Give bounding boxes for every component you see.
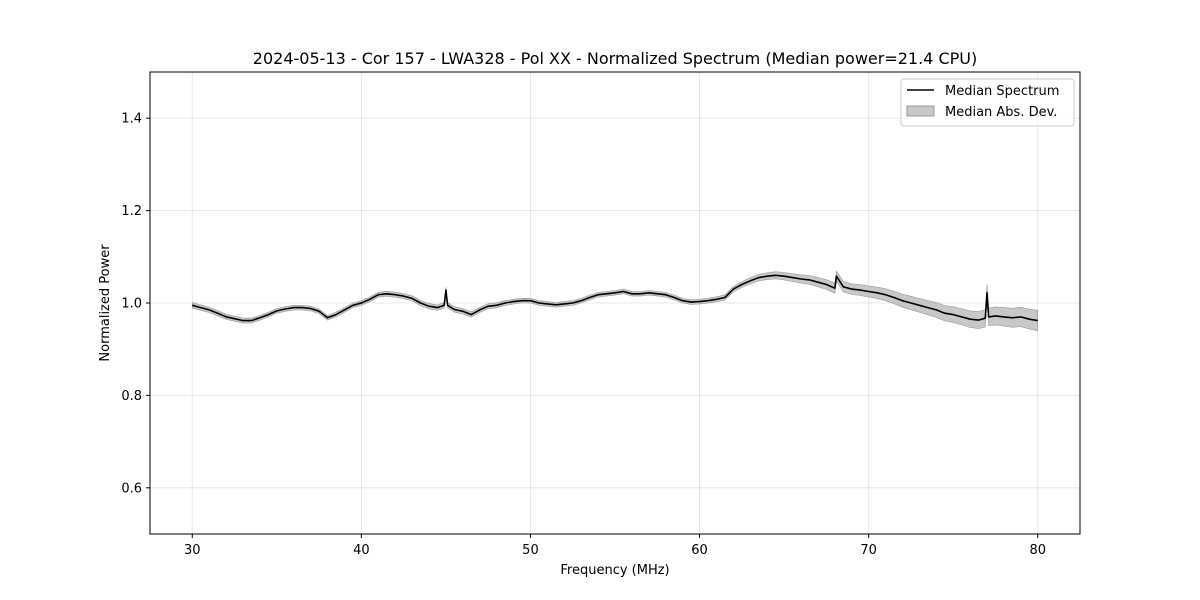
y-tick-label: 1.0	[121, 297, 142, 312]
x-axis: 30 40 50 60 70 80	[184, 534, 1046, 558]
y-tick-label: 1.2	[121, 204, 142, 219]
median-spectrum-line	[192, 274, 1038, 322]
legend: Median Spectrum Median Abs. Dev.	[900, 78, 1075, 127]
x-tick-label: 50	[522, 543, 539, 558]
x-axis-label: Frequency (MHz)	[560, 563, 669, 578]
y-tick-label: 0.8	[121, 389, 142, 404]
x-tick-label: 70	[860, 543, 877, 558]
y-tick-label: 0.6	[121, 481, 142, 496]
legend-box	[900, 78, 1075, 127]
y-tick-label: 1.4	[121, 112, 142, 127]
y-axis-label: Normalized Power	[98, 244, 113, 362]
median-abs-dev-band	[192, 270, 1038, 332]
x-tick-label: 80	[1029, 543, 1046, 558]
x-tick-label: 60	[691, 543, 708, 558]
chart-title: 2024-05-13 - Cor 157 - LWA328 - Pol XX -…	[253, 49, 977, 68]
legend-label-median-spectrum: Median Spectrum	[945, 84, 1059, 99]
x-tick-label: 30	[184, 543, 201, 558]
y-axis: 0.6 0.8 1.0 1.2 1.4	[121, 112, 150, 496]
legend-band-swatch	[906, 105, 935, 117]
legend-label-median-abs-dev: Median Abs. Dev.	[945, 105, 1057, 120]
mad-band-layer	[192, 270, 1038, 332]
x-tick-label: 40	[353, 543, 370, 558]
median-line-layer	[192, 274, 1038, 322]
